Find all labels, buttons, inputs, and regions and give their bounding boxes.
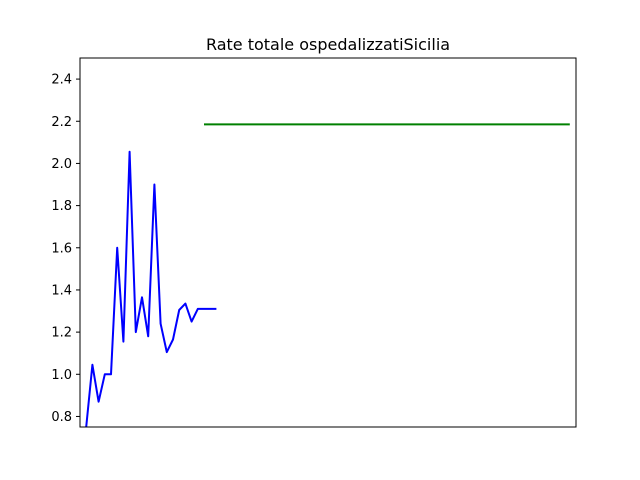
y-axis: 0.8 1.0 1.2 1.4 1.6 1.8 2.0 2.2 2.4 — [51, 73, 80, 425]
y-tick-label: 1.8 — [51, 199, 72, 214]
chart-title: Rate totale ospedalizzatiSicilia — [206, 35, 450, 54]
y-tick-label: 2.2 — [51, 115, 72, 130]
plot-marks — [85, 123, 570, 427]
y-tick-label: 1.0 — [51, 368, 72, 383]
y-tick-label: 2.0 — [51, 157, 72, 172]
y-tick-label: 1.2 — [51, 326, 72, 341]
series-line-1 — [85, 150, 217, 427]
y-tick-label: 0.8 — [51, 410, 72, 425]
y-tick-label: 1.4 — [51, 283, 72, 298]
plot-frame — [79, 57, 577, 428]
y-tick-label: 1.6 — [51, 241, 72, 256]
y-tick-label: 2.4 — [51, 73, 72, 88]
